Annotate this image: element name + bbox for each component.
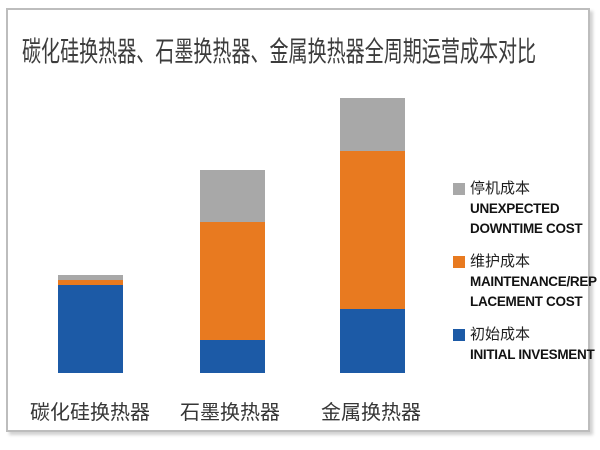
legend-label-maintenance-en-line1: MAINTENANCE/REP (470, 274, 597, 289)
legend-item-maintenance: 维护成本 MAINTENANCE/REP LACEMENT COST (453, 252, 597, 312)
bar-segment (58, 285, 123, 373)
bar-segment (200, 340, 265, 373)
bar-segment (58, 280, 123, 285)
bar-segment (340, 309, 405, 373)
legend-label-initial-zh: 初始成本 (470, 326, 531, 343)
bar-segment (340, 151, 405, 309)
bar-segment (58, 275, 123, 280)
legend-label-downtime-zh: 停机成本 (470, 180, 531, 197)
chart-title: 碳化硅换热器、石墨换热器、金属换热器全周期运营成本对比 (22, 36, 537, 67)
legend-label-initial-en-line1: INITIAL INVESMENT (470, 347, 595, 362)
bar-1 (58, 275, 123, 373)
category-label-metal: 金属换热器 (321, 402, 421, 424)
legend-label-downtime-en-line2: DOWNTIME COST (470, 221, 583, 236)
bar-3 (340, 98, 405, 373)
bar-segment (200, 222, 265, 340)
downtime-swatch-icon (453, 183, 465, 195)
category-label-graphite: 石墨换热器 (180, 402, 280, 424)
maintenance-swatch-icon (453, 256, 465, 268)
legend: 停机成本 UNEXPECTED DOWNTIME COST 维护成本 MAINT… (453, 179, 597, 365)
bar-segment (340, 98, 405, 151)
legend-item-downtime: 停机成本 UNEXPECTED DOWNTIME COST (453, 179, 595, 239)
bar-2 (200, 170, 265, 373)
legend-label-maintenance-en-line2: LACEMENT COST (470, 294, 583, 309)
category-label-sic: 碳化硅换热器 (30, 402, 150, 424)
bar-segment (200, 170, 265, 222)
legend-item-initial: 初始成本 INITIAL INVESMENT (453, 325, 595, 365)
initial-swatch-icon (453, 329, 465, 341)
legend-label-maintenance-zh: 维护成本 (470, 253, 531, 270)
legend-label-downtime-en-line1: UNEXPECTED (470, 201, 560, 216)
